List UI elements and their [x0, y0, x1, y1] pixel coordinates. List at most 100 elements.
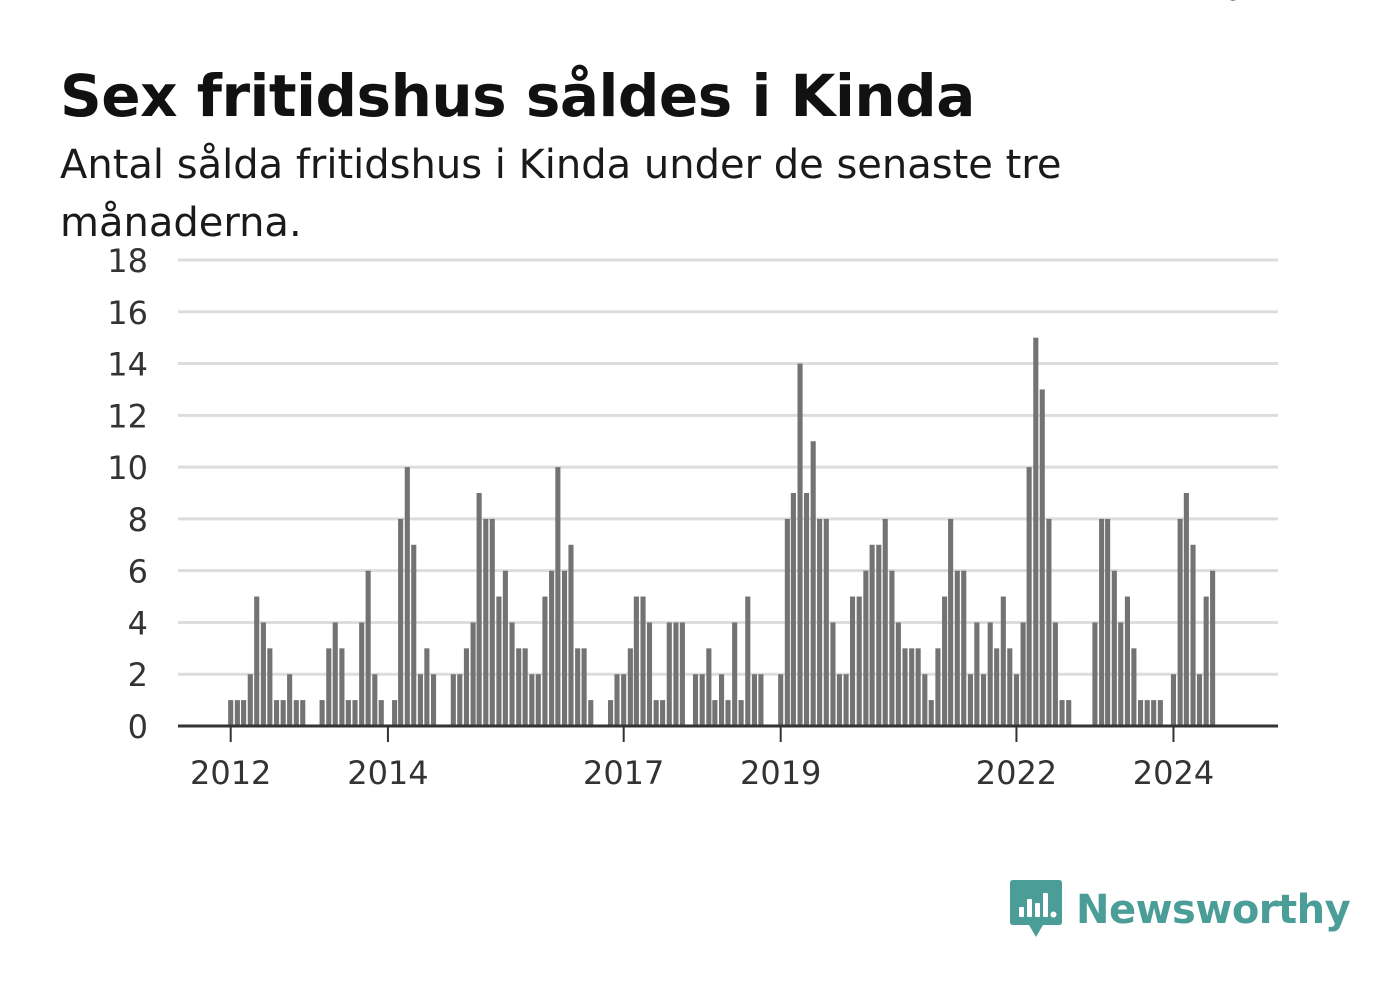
bar	[942, 596, 948, 726]
bar	[758, 674, 764, 726]
bar	[994, 648, 1000, 726]
bar	[856, 596, 862, 726]
bar	[869, 544, 875, 726]
chart-subtitle: Antal sålda fritidshus i Kinda under de …	[60, 142, 1062, 246]
bar	[483, 518, 489, 726]
bar	[234, 700, 240, 726]
bar	[489, 518, 495, 726]
y-tick-label: 14	[107, 346, 148, 384]
bar	[1210, 570, 1216, 726]
bar	[935, 648, 941, 726]
y-tick-label: 16	[107, 294, 148, 332]
bar	[529, 674, 535, 726]
y-tick-label: 10	[107, 449, 148, 487]
bar	[843, 674, 849, 726]
bar	[476, 493, 482, 726]
bar	[895, 622, 901, 726]
bar	[575, 648, 581, 726]
bar	[1059, 700, 1065, 726]
bar	[1118, 622, 1124, 726]
x-axis-tick-labels: 2012 2014 2017 2019 2022 2024	[190, 754, 1214, 792]
bar	[980, 674, 987, 726]
bar	[633, 596, 639, 726]
bar	[745, 596, 751, 726]
bar	[1066, 700, 1072, 726]
bar	[928, 700, 934, 726]
bar	[679, 622, 685, 726]
y-tick-label: 6	[128, 553, 148, 591]
bar	[718, 674, 725, 726]
bar	[411, 544, 417, 726]
x-tick-label: 2019	[740, 754, 821, 792]
logo-wordmark: Newsworthy	[1076, 887, 1351, 933]
bar	[516, 648, 522, 726]
bar	[902, 648, 908, 726]
bar	[319, 700, 325, 726]
bar	[378, 700, 384, 726]
bar	[706, 648, 712, 726]
bar	[581, 648, 587, 726]
y-axis-tick-labels: 0 2 4 6 8 10 12 14 16 18	[107, 242, 148, 746]
bar	[673, 622, 679, 726]
bar	[372, 674, 378, 726]
bar	[332, 622, 338, 726]
x-tick-label: 2012	[190, 754, 271, 792]
bar	[352, 700, 358, 726]
bar	[509, 622, 515, 726]
bar	[1046, 518, 1052, 726]
bar	[241, 700, 247, 726]
bar	[1131, 648, 1137, 726]
bar	[889, 570, 895, 726]
bar	[555, 467, 561, 726]
bar	[882, 518, 888, 726]
x-tick-label: 2024	[1133, 754, 1214, 792]
bar	[987, 622, 993, 726]
bar	[417, 674, 423, 726]
bar	[1144, 700, 1150, 726]
x-axis	[178, 724, 1278, 742]
bar	[470, 622, 476, 726]
bar	[326, 648, 332, 726]
bar	[535, 674, 541, 726]
bar	[778, 674, 784, 726]
bar	[751, 674, 758, 726]
bar	[954, 570, 960, 726]
bar	[915, 648, 921, 726]
bar	[1124, 596, 1130, 726]
bar	[267, 648, 273, 726]
bar	[646, 622, 653, 726]
bar	[699, 674, 705, 726]
bar	[457, 674, 463, 726]
bars	[228, 337, 1216, 726]
bar	[1196, 674, 1203, 726]
bar	[1157, 700, 1163, 726]
bar	[502, 570, 508, 726]
bar	[1020, 622, 1026, 726]
bar	[797, 363, 803, 726]
bar	[398, 518, 404, 726]
bar	[254, 596, 260, 726]
bar	[568, 544, 574, 726]
data-labels: 6	[1216, 0, 1249, 40]
bar	[817, 518, 823, 726]
data-label: 6	[1222, 0, 1242, 8]
bar	[293, 700, 299, 726]
bar	[1013, 674, 1019, 726]
bar	[424, 648, 430, 726]
bar	[228, 700, 234, 726]
y-tick-label: 2	[128, 656, 148, 694]
bar	[496, 596, 502, 726]
bar	[1099, 518, 1105, 726]
bar	[863, 570, 869, 726]
bar	[974, 622, 980, 726]
bar	[1039, 389, 1045, 726]
bar	[948, 518, 954, 726]
bar	[712, 700, 718, 726]
bar	[1111, 570, 1117, 726]
y-tick-label: 0	[128, 708, 148, 746]
bar	[961, 570, 967, 726]
bar	[1092, 622, 1098, 726]
chart-title: Sex fritidshus såldes i Kinda	[60, 62, 975, 130]
bar	[542, 596, 548, 726]
